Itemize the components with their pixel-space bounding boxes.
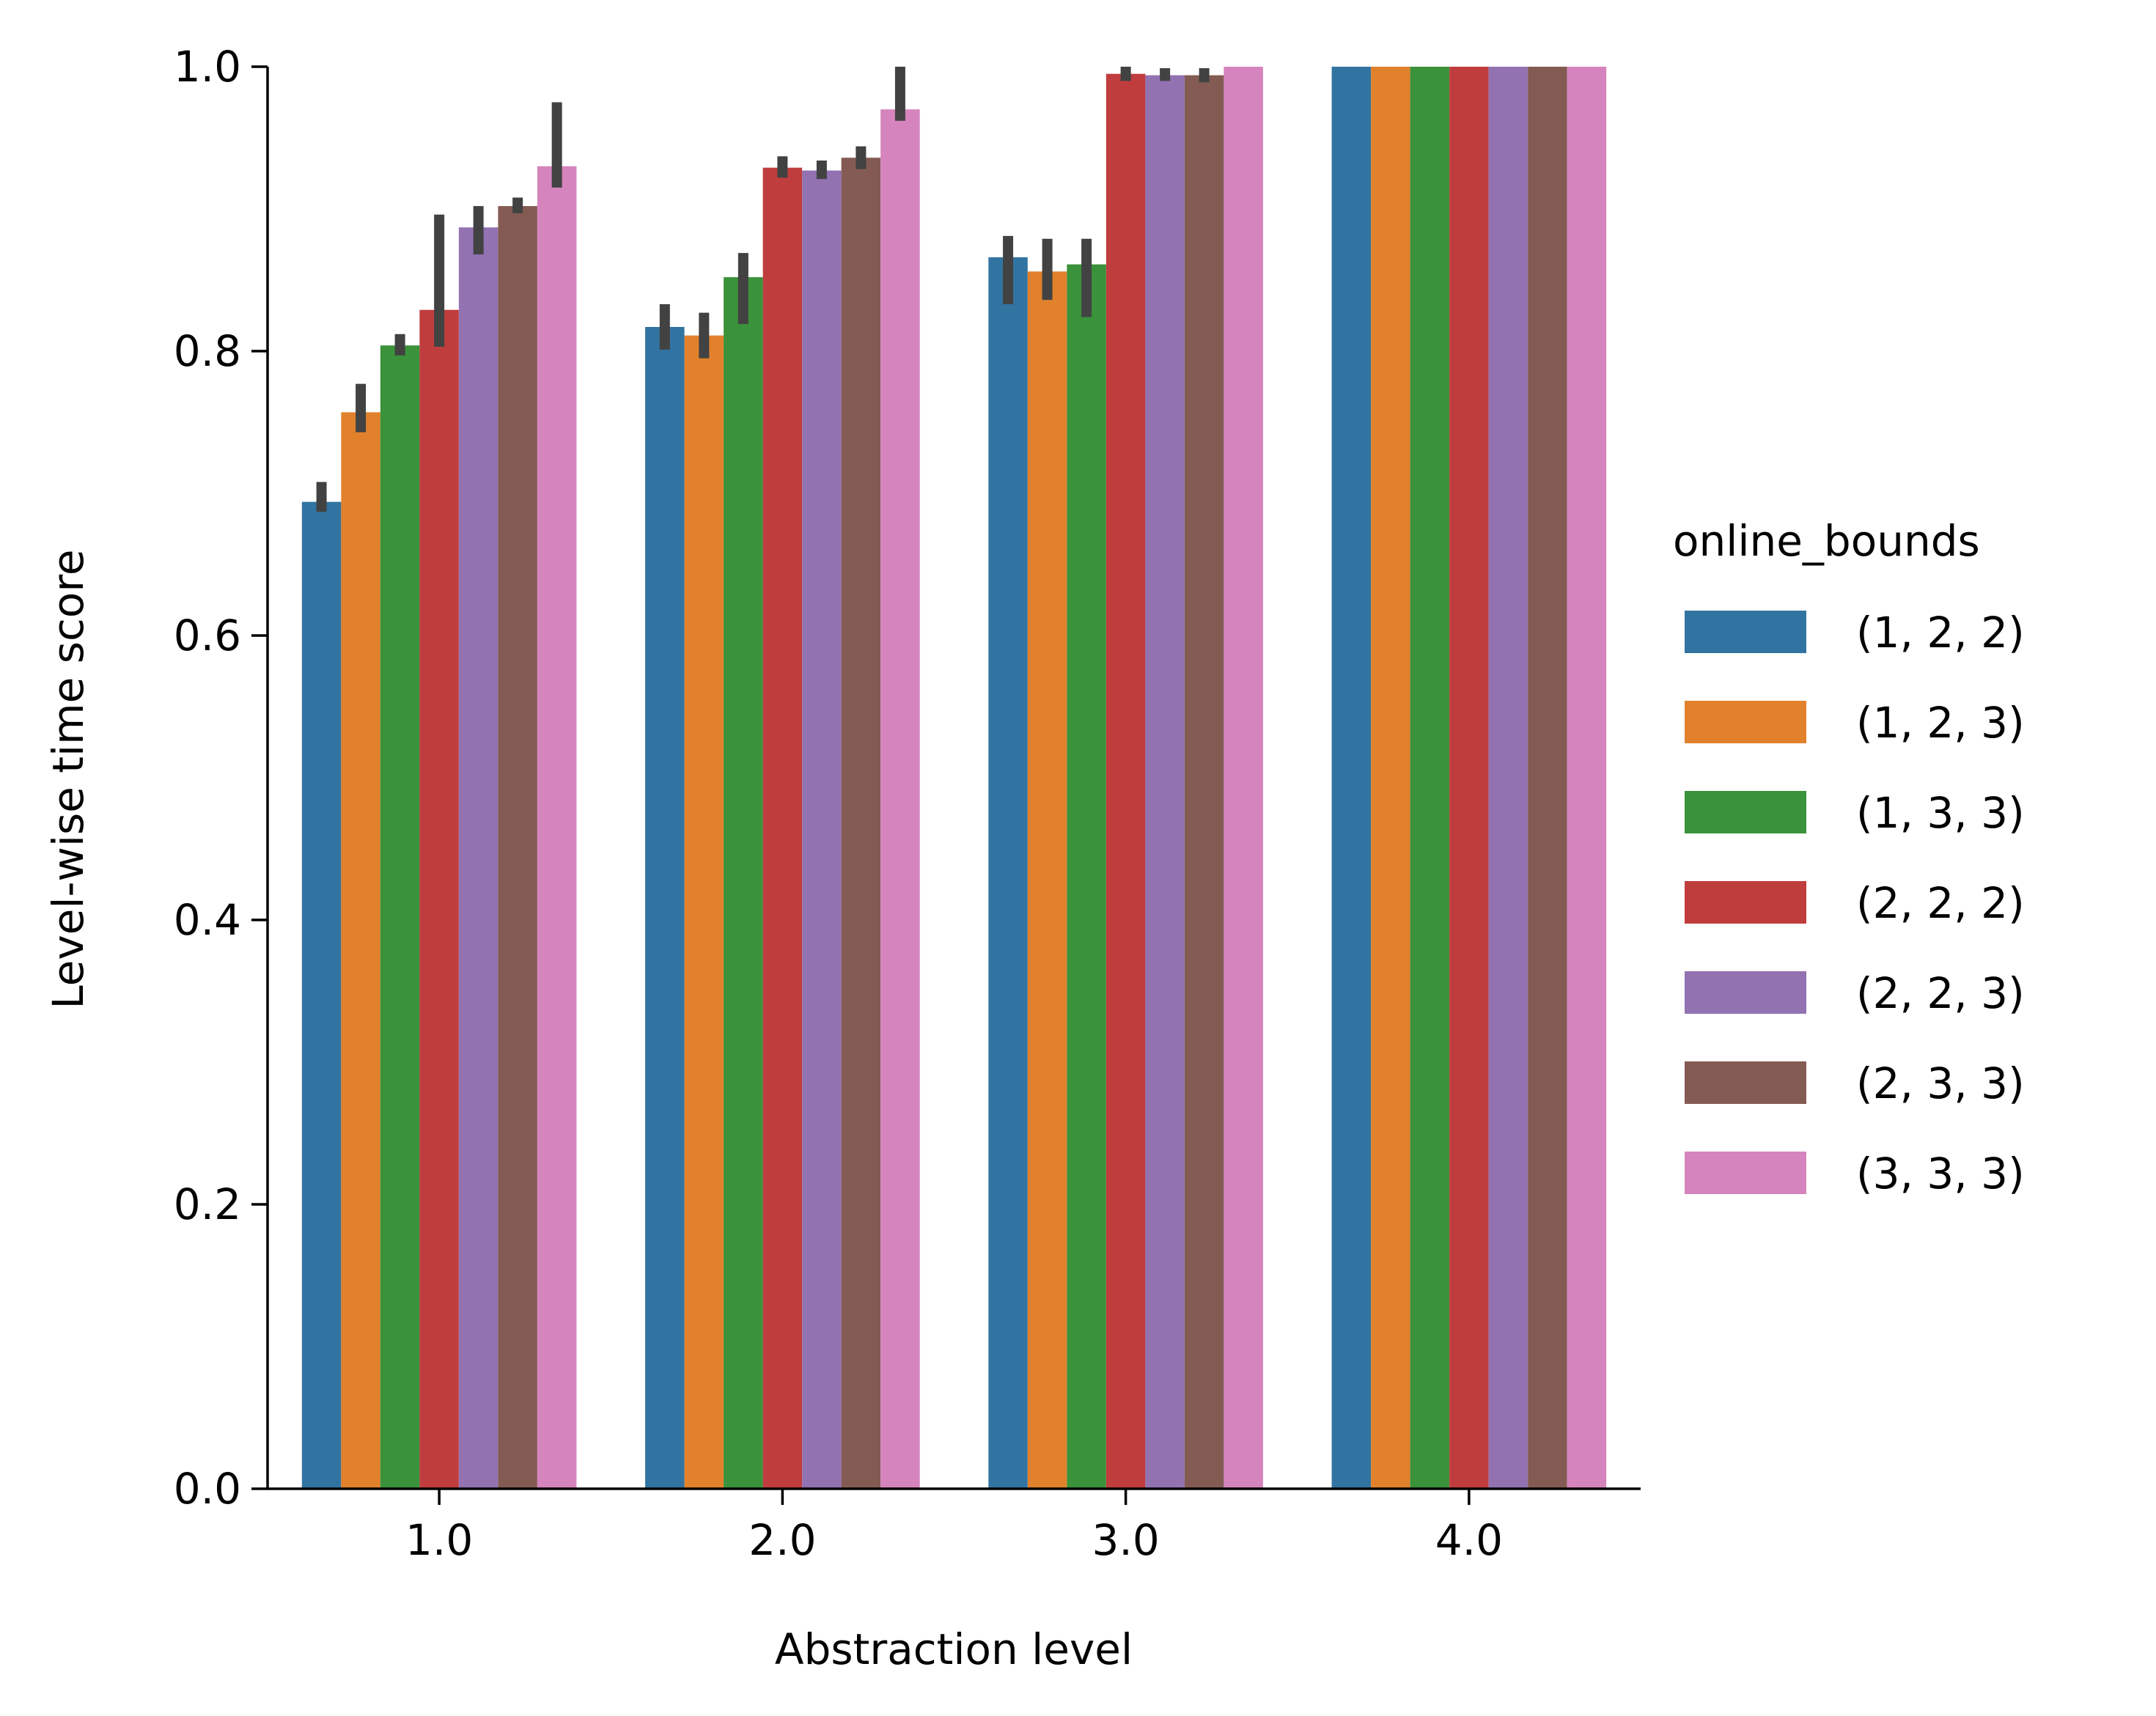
legend-title: online_bounds — [1673, 516, 1980, 566]
bar-4.0-series-4 — [1488, 67, 1528, 1489]
legend-swatch-6 — [1685, 1152, 1806, 1194]
errorbars-layer — [316, 67, 1210, 512]
y-tick-label-0.6: 0.6 — [174, 611, 241, 660]
bar-3.0-series-1 — [1027, 271, 1067, 1489]
bar-3.0-series-3 — [1105, 73, 1146, 1489]
y-tick-label-0.4: 0.4 — [174, 895, 241, 945]
bar-3.0-series-0 — [988, 257, 1028, 1489]
legend-label-5: (2, 3, 3) — [1856, 1058, 2025, 1108]
bar-1.0-series-2 — [380, 345, 420, 1489]
bar-2.0-series-4 — [802, 170, 842, 1489]
y-tick-label-0.0: 0.0 — [174, 1464, 241, 1514]
bar-1.0-series-5 — [498, 206, 537, 1489]
y-axis-label: Level-wise time score — [43, 549, 93, 1009]
bar-2.0-series-2 — [724, 277, 763, 1489]
bar-1.0-series-6 — [537, 166, 577, 1489]
legend: online_bounds (1, 2, 2) (1, 2, 3) (1, 3, 3)… — [1673, 516, 2025, 1198]
axes-layer: 0.0 0.2 0.4 0.6 0.8 1.0 1.0 2.0 3.0 4.0 — [174, 42, 1641, 1565]
bar-1.0-series-3 — [419, 309, 459, 1489]
legend-swatch-1 — [1685, 701, 1806, 743]
legend-label-3: (2, 2, 2) — [1856, 878, 2025, 928]
bar-4.0-series-5 — [1528, 67, 1567, 1489]
bar-1.0-series-1 — [341, 412, 380, 1489]
bar-4.0-series-3 — [1449, 67, 1489, 1489]
legend-label-4: (2, 2, 3) — [1856, 968, 2025, 1018]
x-tick-label-2.0: 2.0 — [748, 1515, 816, 1565]
legend-label-0: (1, 2, 2) — [1856, 608, 2025, 658]
x-tick-label-1.0: 1.0 — [405, 1515, 473, 1565]
bar-3.0-series-5 — [1184, 75, 1224, 1489]
bar-3.0-series-2 — [1067, 264, 1106, 1489]
legend-swatch-4 — [1685, 971, 1806, 1014]
bar-2.0-series-1 — [684, 335, 724, 1489]
legend-swatch-2 — [1685, 791, 1806, 833]
bar-4.0-series-6 — [1567, 67, 1607, 1489]
x-tick-label-4.0: 4.0 — [1435, 1515, 1503, 1565]
bar-4.0-series-0 — [1331, 67, 1372, 1489]
bar-1.0-series-4 — [458, 227, 498, 1489]
legend-label-6: (3, 3, 3) — [1856, 1149, 2025, 1198]
y-tick-label-1.0: 1.0 — [174, 42, 241, 92]
y-tick-label-0.2: 0.2 — [174, 1179, 241, 1229]
legend-label-2: (1, 3, 3) — [1856, 788, 2025, 838]
bar-4.0-series-2 — [1410, 67, 1450, 1489]
legend-swatch-0 — [1685, 611, 1806, 653]
bar-3.0-series-4 — [1145, 75, 1185, 1489]
bar-1.0-series-0 — [301, 501, 342, 1489]
legend-swatch-3 — [1685, 881, 1806, 924]
bar-4.0-series-1 — [1371, 67, 1410, 1489]
bar-2.0-series-3 — [762, 167, 803, 1489]
legend-swatch-5 — [1685, 1061, 1806, 1104]
y-tick-label-0.8: 0.8 — [174, 326, 241, 376]
bar-2.0-series-0 — [645, 327, 685, 1489]
x-axis-label: Abstraction level — [775, 1624, 1133, 1674]
x-tick-label-3.0: 3.0 — [1092, 1515, 1160, 1565]
legend-label-1: (1, 2, 3) — [1856, 698, 2025, 748]
bar-2.0-series-5 — [841, 158, 881, 1489]
bars-layer — [301, 67, 1607, 1489]
bar-3.0-series-6 — [1224, 67, 1263, 1489]
bar-2.0-series-6 — [880, 109, 920, 1489]
